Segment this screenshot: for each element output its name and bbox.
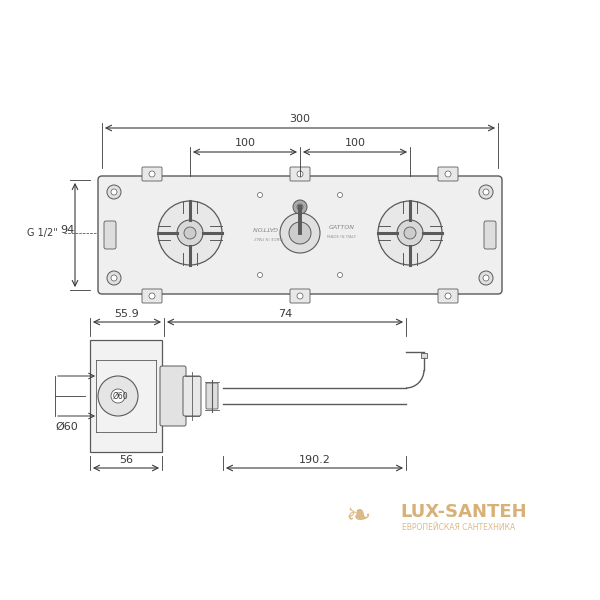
Circle shape	[107, 271, 121, 285]
Text: ЕВРОПЕЙСКАЯ САНТЕХНИКА: ЕВРОПЕЙСКАЯ САНТЕХНИКА	[402, 523, 515, 533]
Circle shape	[111, 189, 117, 195]
Text: MADE IN ITALY: MADE IN ITALY	[328, 235, 356, 239]
FancyBboxPatch shape	[142, 289, 162, 303]
Circle shape	[297, 171, 303, 177]
Text: GATTON: GATTON	[329, 225, 355, 230]
Circle shape	[297, 204, 303, 210]
FancyBboxPatch shape	[438, 167, 458, 181]
FancyBboxPatch shape	[183, 376, 201, 416]
Text: 55.9: 55.9	[115, 309, 139, 319]
Circle shape	[98, 376, 138, 416]
Circle shape	[479, 271, 493, 285]
Circle shape	[149, 293, 155, 299]
Text: 94: 94	[60, 225, 74, 235]
FancyBboxPatch shape	[104, 221, 116, 249]
Text: 100: 100	[344, 138, 365, 148]
Circle shape	[337, 193, 343, 197]
Circle shape	[337, 272, 343, 277]
Circle shape	[257, 193, 263, 197]
Text: 300: 300	[290, 114, 311, 124]
Text: ❧: ❧	[345, 502, 371, 530]
Circle shape	[445, 171, 451, 177]
Text: Ø60: Ø60	[112, 391, 128, 401]
Circle shape	[107, 185, 121, 199]
FancyBboxPatch shape	[142, 167, 162, 181]
Circle shape	[404, 227, 416, 239]
Circle shape	[479, 185, 493, 199]
Circle shape	[177, 220, 203, 246]
FancyBboxPatch shape	[160, 366, 186, 426]
Text: Ø60: Ø60	[55, 422, 78, 432]
FancyBboxPatch shape	[421, 353, 427, 358]
Circle shape	[111, 275, 117, 281]
FancyBboxPatch shape	[90, 340, 162, 452]
Text: 56: 56	[119, 455, 133, 465]
Text: LUX-SANTEH: LUX-SANTEH	[400, 503, 527, 521]
Circle shape	[289, 222, 311, 244]
FancyBboxPatch shape	[290, 289, 310, 303]
Text: GATTON: GATTON	[252, 225, 278, 230]
FancyBboxPatch shape	[98, 176, 502, 294]
Text: MADE IN ITALY: MADE IN ITALY	[253, 235, 283, 239]
Circle shape	[293, 200, 307, 214]
FancyBboxPatch shape	[484, 221, 496, 249]
Circle shape	[111, 389, 125, 403]
Circle shape	[280, 213, 320, 253]
Circle shape	[257, 272, 263, 277]
Text: G 1/2": G 1/2"	[27, 228, 58, 238]
FancyBboxPatch shape	[438, 289, 458, 303]
Text: 190.2: 190.2	[299, 455, 331, 465]
Circle shape	[158, 201, 222, 265]
Circle shape	[397, 220, 423, 246]
Circle shape	[149, 171, 155, 177]
Circle shape	[483, 189, 489, 195]
FancyBboxPatch shape	[206, 383, 218, 409]
Circle shape	[483, 275, 489, 281]
Circle shape	[297, 293, 303, 299]
Circle shape	[184, 227, 196, 239]
Text: 74: 74	[278, 309, 292, 319]
FancyBboxPatch shape	[290, 167, 310, 181]
Text: 100: 100	[235, 138, 256, 148]
Circle shape	[378, 201, 442, 265]
Circle shape	[445, 293, 451, 299]
